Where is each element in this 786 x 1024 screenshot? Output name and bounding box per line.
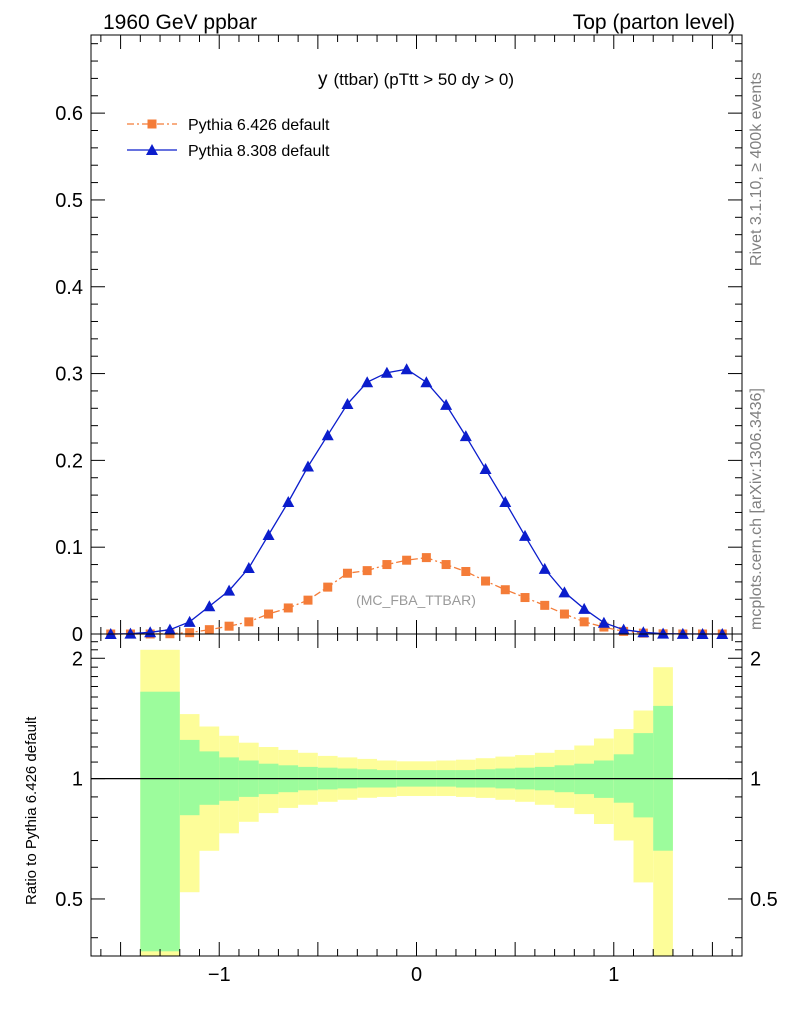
data-point-pythia8 (183, 615, 196, 627)
y-tick-label: 0.4 (55, 277, 83, 299)
y-tick-label: 0 (72, 624, 83, 646)
data-point-pythia6 (421, 553, 431, 563)
legend-label-pythia8: Pythia 8.308 default (188, 143, 330, 160)
data-point-pythia6 (244, 617, 254, 627)
data-point-pythia6 (224, 621, 234, 631)
y-tick-label: 0.5 (55, 190, 83, 212)
series-line-pythia6 (110, 556, 723, 635)
ratio-y-tick-label-right: 0.5 (750, 889, 778, 911)
x-tick-label: 0 (411, 964, 422, 986)
legend-marker-pythia6 (147, 119, 157, 129)
main-plot: 0 0.1 0.2 0.3 0.4 0.5 0.6 y (ttbar) (pTtt > 50 … (55, 34, 743, 646)
plot-title-main: y (318, 69, 328, 90)
data-point-pythia6 (342, 568, 352, 578)
ratio-axis-ticks: 0.5 0.5 1 1 2 2 −1 0 1 (55, 634, 778, 986)
data-point-pythia8 (282, 496, 295, 508)
data-point-pythia6 (204, 625, 214, 635)
series-line-pythia8 (110, 368, 723, 635)
mcplots-source-label: mcplots.cern.ch [arXiv:1306.3436] (748, 388, 765, 630)
data-point-pythia8 (380, 366, 393, 378)
data-point-pythia8 (499, 496, 512, 508)
data-point-pythia8 (262, 529, 275, 541)
ratio-y-tick-label-right: 2 (750, 648, 761, 670)
data-point-pythia6 (362, 566, 372, 576)
data-point-pythia8 (203, 600, 216, 612)
ratio-y-tick-label-right: 1 (750, 769, 761, 791)
data-point-pythia6 (481, 576, 491, 586)
data-point-pythia6 (264, 609, 274, 619)
data-point-pythia8 (302, 460, 314, 472)
data-point-pythia8 (637, 626, 650, 638)
analysis-watermark: (MC_FBA_TTBAR) (356, 592, 476, 608)
data-point-pythia6 (559, 609, 569, 619)
band-1sigma-bin (140, 691, 180, 952)
data-point-pythia8 (124, 627, 137, 639)
data-point-pythia8 (617, 623, 630, 635)
data-point-pythia8 (597, 616, 610, 628)
data-point-pythia8 (420, 376, 433, 388)
rivet-version-label: Rivet 3.1.10, ≥ 400k events (748, 72, 765, 266)
data-point-pythia8 (144, 626, 157, 638)
data-point-pythia6 (303, 595, 313, 605)
data-point-pythia8 (459, 430, 472, 442)
data-point-pythia8 (676, 627, 689, 639)
data-point-pythia8 (361, 376, 374, 388)
ratio-y-tick-label-left: 1 (72, 769, 83, 791)
ratio-bands (91, 649, 742, 956)
data-point-pythia6 (382, 560, 392, 570)
ratio-y-tick-label-left: 2 (72, 648, 83, 670)
data-point-pythia6 (283, 603, 293, 613)
data-point-pythia8 (400, 363, 413, 375)
data-point-pythia6 (540, 600, 550, 610)
data-point-pythia8 (479, 463, 492, 475)
y-tick-label: 0.6 (55, 103, 83, 125)
data-point-pythia8 (321, 429, 334, 441)
data-point-pythia8 (223, 584, 236, 596)
y-tick-label: 0.2 (55, 450, 83, 472)
legend: Pythia 6.426 default Pythia 8.308 defaul… (127, 117, 330, 160)
data-point-pythia6 (441, 560, 451, 570)
data-point-pythia8 (538, 562, 551, 574)
data-point-pythia8 (242, 562, 255, 574)
band-1sigma-bin (179, 739, 200, 816)
data-point-pythia6 (323, 582, 333, 592)
data-point-pythia6 (500, 585, 510, 595)
y-tick-label: 0.1 (55, 537, 83, 559)
y-tick-label: 0.3 (55, 364, 83, 386)
data-point-pythia6 (520, 593, 530, 603)
x-tick-label: −1 (208, 964, 231, 986)
legend-marker-pythia8 (146, 144, 158, 155)
header-energy-label: 1960 GeV ppbar (103, 11, 257, 34)
data-point-pythia8 (163, 623, 176, 635)
data-point-pythia6 (185, 628, 195, 638)
ratio-y-tick-label-left: 0.5 (55, 889, 83, 911)
band-1sigma-bin (633, 733, 654, 818)
plot-title-sub: (ttbar) (pTtt > 50 dy > 0) (334, 70, 514, 89)
data-point-pythia8 (519, 529, 531, 541)
legend-label-pythia6: Pythia 6.426 default (188, 117, 330, 134)
data-point-pythia8 (657, 627, 670, 639)
data-point-pythia8 (440, 398, 453, 410)
x-tick-label: 1 (608, 964, 619, 986)
header-process-label: Top (parton level) (573, 11, 735, 34)
ratio-axis-label: Ratio to Pythia 6.426 default (23, 716, 40, 905)
data-point-pythia6 (402, 555, 412, 565)
main-axis-ticks: 0 0.1 0.2 0.3 0.4 0.5 0.6 (55, 35, 742, 646)
data-point-pythia6 (579, 617, 589, 627)
data-point-pythia8 (341, 397, 354, 409)
data-point-pythia8 (578, 602, 591, 614)
plot-title: y (ttbar) (pTtt > 50 dy > 0) (318, 69, 514, 90)
ratio-plot: 0.5 0.5 1 1 2 2 −1 0 1 Ratio to Pythia 6.426 def… (23, 633, 778, 986)
data-point-pythia8 (558, 586, 571, 598)
data-point-pythia6 (461, 566, 471, 576)
